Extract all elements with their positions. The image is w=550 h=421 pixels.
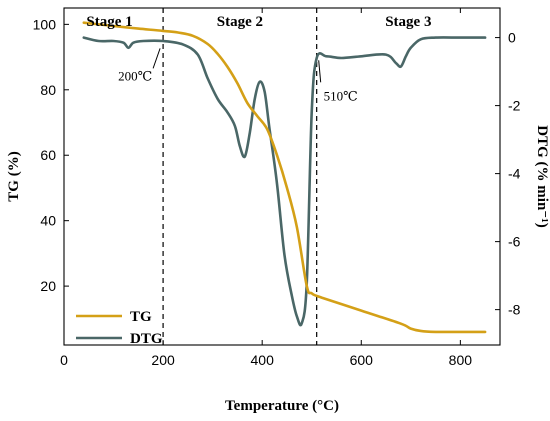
plot-area <box>82 8 487 345</box>
x-axis-title: Temperature (°C) <box>225 398 339 414</box>
x-tick-label: 200 <box>151 352 175 368</box>
annotation-label-1: 200℃ <box>118 68 152 83</box>
stage-label-1: Stage 1 <box>86 14 132 30</box>
plot-frame <box>63 7 501 346</box>
series-line-dtg <box>82 36 487 327</box>
legend-label-tg: TG <box>130 309 152 325</box>
x-tick-label: 800 <box>449 352 473 368</box>
y-right-tick-label: 0 <box>508 30 516 46</box>
legend-label-dtg: DTG <box>130 331 163 347</box>
y-right-axis-title: DTG (% min⁻¹) <box>534 125 550 227</box>
series-line-tg <box>82 21 487 334</box>
y-left-tick-label: 40 <box>40 213 56 229</box>
annotation-leader-1 <box>152 48 161 69</box>
y-right-tick-label: -2 <box>508 98 521 114</box>
y-left-tick-label: 80 <box>40 82 56 98</box>
y-left-tick-label: 100 <box>33 16 57 32</box>
x-tick-label: 400 <box>251 352 275 368</box>
stage-label-3: Stage 3 <box>385 14 431 30</box>
x-tick-label: 600 <box>350 352 374 368</box>
y-left-tick-label: 20 <box>40 278 56 294</box>
x-tick-label: 0 <box>60 352 68 368</box>
y-left-tick-label: 60 <box>40 147 56 163</box>
y-right-tick-label: -4 <box>508 166 521 182</box>
y-right-tick-label: -8 <box>508 302 521 318</box>
annotation-leader-2 <box>318 60 322 83</box>
annotation-label-2: 510℃ <box>324 88 358 103</box>
axes: 0 200 400 600 800 20 40 60 80 100 0 -2 -4 -6 -8 Tempera… <box>6 7 550 414</box>
y-right-tick-label: -6 <box>508 234 521 250</box>
y-left-axis-title: TG (%) <box>6 151 22 201</box>
stage-label-2: Stage 2 <box>217 14 263 30</box>
